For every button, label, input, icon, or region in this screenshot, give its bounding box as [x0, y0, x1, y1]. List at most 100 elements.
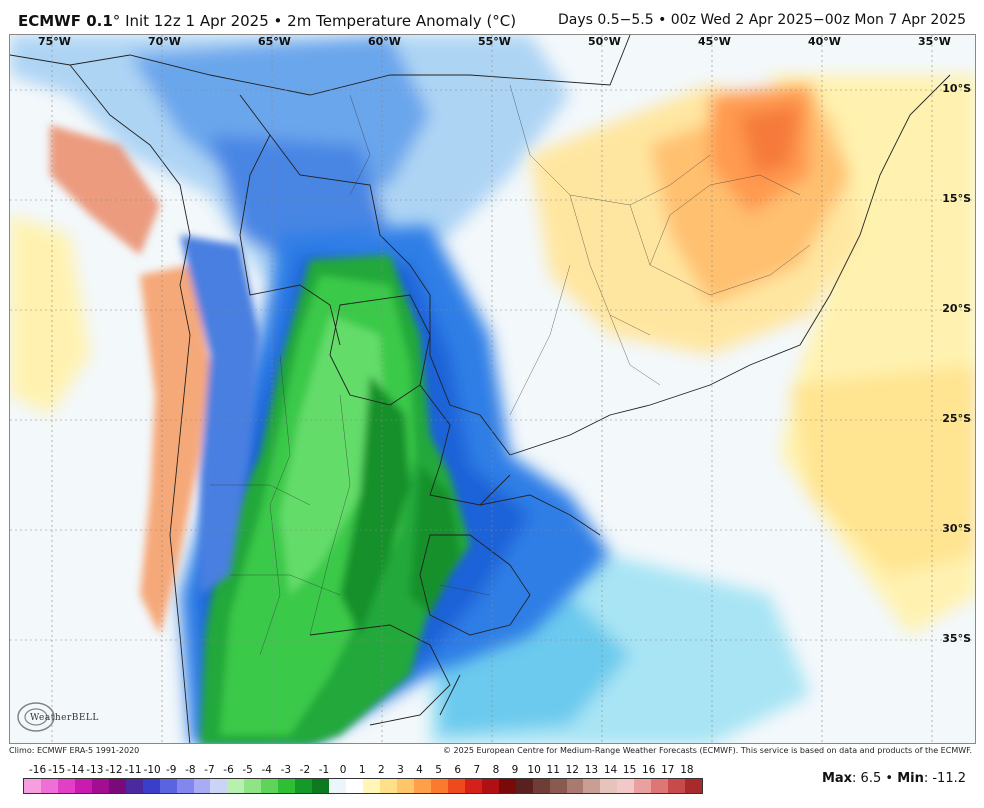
green-anomaly — [200, 255, 470, 743]
max-label: Max — [821, 771, 853, 786]
scale-swatch — [57, 779, 75, 793]
scale-swatch — [498, 779, 516, 793]
scale-tick-label: 8 — [492, 764, 500, 776]
scale-tick-label: 4 — [416, 764, 423, 776]
scale-swatch — [583, 779, 601, 793]
scale-swatch — [396, 779, 414, 793]
scale-swatch — [329, 779, 347, 793]
scale-tick-label: -2 — [299, 764, 311, 776]
scale-tick-label: -11 — [124, 764, 142, 776]
scale-tick-label: -10 — [143, 764, 161, 776]
scale-swatch — [668, 779, 686, 793]
scale-tick-label: -15 — [48, 764, 66, 776]
scale-swatch — [549, 779, 567, 793]
scale-tick-label: 2 — [377, 764, 385, 776]
scale-swatch — [363, 779, 381, 793]
scale-swatch — [210, 779, 228, 793]
scale-tick-label: -4 — [261, 764, 272, 776]
scale-bar — [23, 778, 703, 794]
min-label: Min — [897, 771, 924, 786]
scale-swatch — [532, 779, 550, 793]
scale-tick-label: -9 — [165, 764, 177, 776]
scale-tick-label: 14 — [603, 764, 618, 776]
scale-tick-label: -6 — [223, 764, 234, 776]
scale-tick-label: -5 — [242, 764, 253, 776]
field-name: 2m Temperature Anomaly (°C) — [287, 12, 517, 30]
climo-note: Climo: ECMWF ERA-5 1991-2020 — [9, 746, 140, 755]
scale-tick-label: 5 — [435, 764, 442, 776]
lon-label-70w: 70°W — [148, 35, 181, 48]
scale-tick-label: 18 — [680, 764, 694, 776]
scale-tick-label: 15 — [622, 764, 637, 776]
color-scale: -16 -15 -14 -13 -12 -11 -10 -9 -8 -7 -6 -5 -4 -3 -2 -1 0… — [23, 764, 703, 796]
max-value: : 6.5 — [852, 771, 882, 786]
lon-label-60w: 60°W — [368, 35, 401, 48]
scale-swatch — [176, 779, 194, 793]
min-value: : -11.2 — [923, 771, 966, 786]
scale-tick-label: -7 — [204, 764, 215, 776]
scale-tick-label: 3 — [397, 764, 404, 776]
scale-swatch — [295, 779, 313, 793]
scale-tick-label: -14 — [67, 764, 85, 776]
scale-tick-label: -13 — [86, 764, 104, 776]
scale-swatch — [74, 779, 92, 793]
scale-swatch — [447, 779, 465, 793]
scale-swatch — [193, 779, 211, 793]
map-title: ECMWF 0.1° Init 12z 1 Apr 2025 • 2m Temp… — [18, 12, 516, 30]
stats-separator: • — [885, 771, 894, 786]
scale-swatch — [617, 779, 635, 793]
scale-swatch — [634, 779, 652, 793]
degree-symbol: ° — [112, 12, 121, 30]
copyright-note: © 2025 European Centre for Medium-Range … — [443, 746, 972, 755]
graticule — [10, 35, 975, 743]
header-bar: ECMWF 0.1° Init 12z 1 Apr 2025 • 2m Temp… — [0, 0, 984, 34]
max-min-readout: Max: 6.5 • Min: -11.2 — [822, 771, 966, 786]
scale-tick-label: 12 — [565, 764, 579, 776]
lon-label-50w: 50°W — [588, 35, 621, 48]
valid-period: Days 0.5−5.5 • 00z Wed 2 Apr 2025−00z Mo… — [557, 12, 966, 28]
lat-label-15s: 15°S — [942, 192, 971, 205]
scale-swatch — [40, 779, 58, 793]
lon-label-35w: 35°W — [918, 35, 951, 48]
borders — [10, 35, 951, 743]
model-name: ECMWF 0.1 — [18, 12, 113, 30]
scale-swatch — [244, 779, 262, 793]
scale-tick-label: -8 — [185, 764, 196, 776]
scale-tick-label: 16 — [642, 764, 656, 776]
scale-swatch — [430, 779, 448, 793]
title-bullet: • — [273, 12, 283, 30]
scale-swatch — [142, 779, 160, 793]
lon-label-65w: 65°W — [258, 35, 291, 48]
scale-swatch — [91, 779, 109, 793]
scale-tick-label: -12 — [105, 764, 123, 776]
lon-label-55w: 55°W — [478, 35, 511, 48]
andes-streaks — [50, 125, 260, 635]
map-canvas — [10, 35, 975, 743]
scale-tick-label: -3 — [280, 764, 292, 776]
scale-swatch — [380, 779, 397, 793]
lat-label-20s: 20°S — [942, 302, 971, 315]
scale-tick-label: 0 — [339, 764, 347, 776]
scale-swatch — [108, 779, 126, 793]
lat-label-30s: 30°S — [942, 522, 971, 535]
scale-swatch — [278, 779, 296, 793]
scale-swatch — [651, 779, 669, 793]
scale-tick-label: -1 — [318, 764, 330, 776]
weatherbell-logo: WeatherBELL — [14, 697, 104, 737]
scale-tick-label: 17 — [661, 764, 675, 776]
lat-label-10s: 10°S — [942, 82, 971, 95]
scale-swatch — [481, 779, 499, 793]
scale-tick-label: 10 — [527, 764, 541, 776]
scale-swatch — [24, 779, 41, 793]
scale-swatch — [227, 779, 245, 793]
scale-swatch — [312, 779, 330, 793]
init-time: Init 12z 1 Apr 2025 — [125, 12, 269, 30]
scale-swatch — [566, 779, 584, 793]
warm-brazil — [530, 85, 860, 355]
anomaly-map[interactable]: 75°W 70°W 65°W 60°W 55°W 50°W 45°W 40°W … — [9, 34, 976, 744]
state-borders — [210, 84, 811, 656]
scale-swatch — [125, 779, 143, 793]
lat-label-35s: 35°S — [942, 632, 971, 645]
scale-swatch — [515, 779, 533, 793]
scale-tick-label: 6 — [454, 764, 462, 776]
